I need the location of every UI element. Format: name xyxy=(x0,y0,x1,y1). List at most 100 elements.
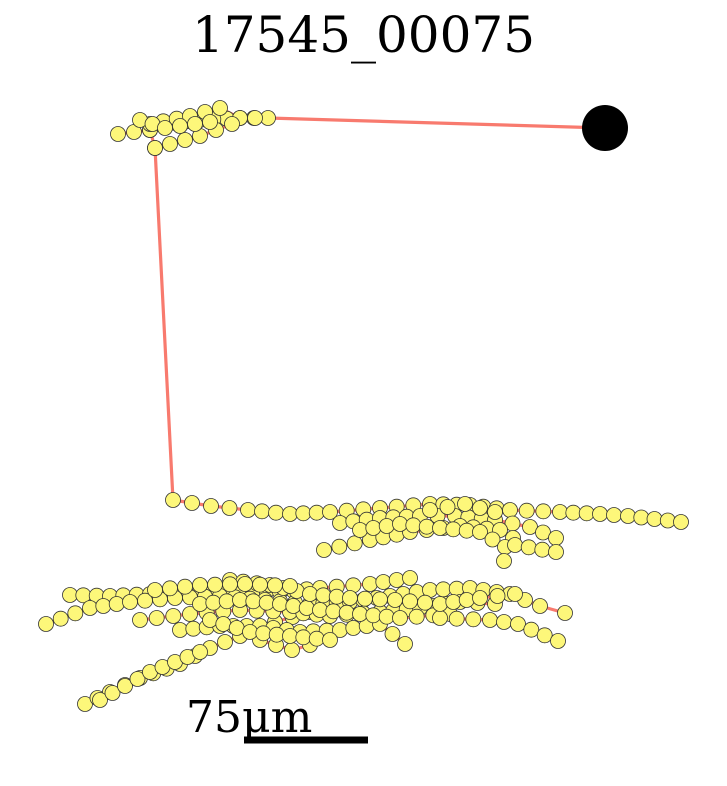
branch-node xyxy=(232,592,248,608)
branch-node xyxy=(202,612,218,628)
branch-node xyxy=(578,505,595,522)
branch-node xyxy=(445,521,462,538)
branch-node xyxy=(510,616,526,632)
branch-node xyxy=(372,591,388,608)
branch-node xyxy=(165,492,181,508)
branch-node xyxy=(82,600,98,616)
branch-node xyxy=(392,516,408,532)
branch-node xyxy=(104,685,121,701)
branch-node xyxy=(378,518,395,534)
branch-node xyxy=(458,522,475,539)
branch-node xyxy=(489,588,506,604)
branch-node xyxy=(365,607,382,624)
branch-node xyxy=(110,126,126,142)
branch-node xyxy=(673,514,689,530)
branch-node xyxy=(205,594,222,611)
branch-node xyxy=(132,612,148,628)
figure-title: 17545_00075 xyxy=(191,6,536,64)
branch-node xyxy=(117,678,133,694)
branch-node xyxy=(472,524,488,540)
branch-node xyxy=(228,620,245,636)
branch-node xyxy=(129,671,146,687)
branch-node xyxy=(247,110,263,126)
branch-node xyxy=(392,610,408,626)
branch-node xyxy=(484,531,501,548)
branch-node xyxy=(222,576,238,593)
branch-node xyxy=(520,539,537,556)
branch-node xyxy=(282,628,298,644)
branch-node xyxy=(375,574,392,590)
branch-node xyxy=(535,503,552,520)
branch-node xyxy=(387,592,403,608)
branch-node xyxy=(192,596,208,612)
branch-node xyxy=(496,553,512,569)
branch-node xyxy=(147,582,163,598)
branch-node xyxy=(536,627,553,644)
branch-node xyxy=(592,506,608,522)
branch-node xyxy=(285,598,302,614)
branch-node xyxy=(192,577,208,593)
branch-node xyxy=(518,502,535,519)
branch-node xyxy=(346,535,363,552)
branch-node xyxy=(67,605,84,622)
branch-node xyxy=(295,629,312,646)
branch-node xyxy=(342,590,358,606)
branch-node xyxy=(282,506,298,522)
branch-node xyxy=(472,590,488,606)
branch-node xyxy=(357,590,373,607)
branch-node xyxy=(338,604,355,621)
scale-bar-label: 75μm xyxy=(186,692,313,743)
branch-node xyxy=(268,504,284,521)
branch-node xyxy=(177,132,193,148)
branch-node xyxy=(316,542,332,558)
branch-node xyxy=(548,530,564,546)
branch-node xyxy=(177,578,193,595)
branch-node xyxy=(507,586,523,602)
branch-node xyxy=(362,576,378,592)
branch-node xyxy=(432,596,448,612)
branch-node xyxy=(240,502,256,518)
branch-node xyxy=(62,587,78,603)
branch-node xyxy=(203,498,219,514)
branch-node xyxy=(108,596,125,612)
branch-node xyxy=(532,598,548,614)
branch-node xyxy=(325,603,342,620)
branch-node xyxy=(418,518,435,535)
branch-node xyxy=(345,620,362,636)
branch-node xyxy=(52,610,69,627)
branch-node xyxy=(322,504,338,520)
branch-node xyxy=(302,586,318,602)
branch-node xyxy=(487,504,503,520)
branch-node xyxy=(207,576,223,593)
branch-nodes xyxy=(38,100,689,712)
branch-node xyxy=(268,626,285,643)
branch-node xyxy=(606,507,622,523)
branch-node xyxy=(221,500,238,516)
branch-node xyxy=(548,544,564,560)
branch-node xyxy=(417,594,433,611)
branch-node xyxy=(331,538,348,555)
branch-node xyxy=(457,496,473,512)
branch-node xyxy=(458,592,475,608)
branch-node xyxy=(646,511,663,527)
branch-node xyxy=(402,570,418,586)
branch-node xyxy=(435,581,452,598)
branch-node xyxy=(439,499,456,515)
branch-node xyxy=(182,606,198,622)
branch-node xyxy=(557,605,573,621)
branch-node xyxy=(192,644,208,660)
branch-node xyxy=(242,624,258,640)
branch-node xyxy=(448,610,465,627)
branch-node xyxy=(365,520,382,536)
branch-node xyxy=(122,594,138,610)
branch-node xyxy=(633,509,650,526)
branch-node xyxy=(432,610,448,626)
branch-node xyxy=(352,606,368,622)
branch-node xyxy=(147,140,163,156)
branch-node xyxy=(165,608,182,624)
branch-node xyxy=(552,504,568,520)
branch-node xyxy=(255,625,272,642)
branch-node xyxy=(308,630,325,647)
branch-node xyxy=(258,594,275,611)
